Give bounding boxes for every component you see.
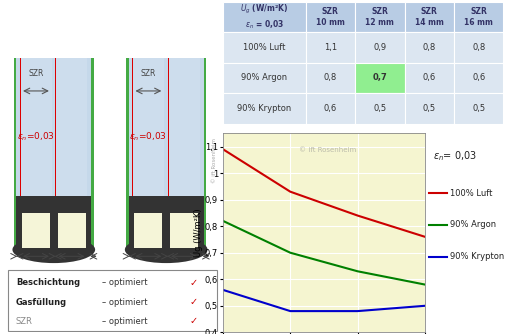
Text: 1,1: 1,1 bbox=[323, 43, 336, 52]
Text: – optimiert: – optimiert bbox=[102, 278, 147, 287]
Text: SZR: SZR bbox=[16, 317, 32, 326]
Text: 0,8: 0,8 bbox=[471, 43, 484, 52]
Bar bbox=[52, 58, 56, 250]
Bar bbox=[404, 63, 453, 93]
Bar bbox=[58, 213, 85, 248]
Bar bbox=[91, 58, 94, 250]
Bar bbox=[453, 93, 502, 124]
Bar bbox=[132, 58, 164, 250]
Text: – optimiert: – optimiert bbox=[102, 298, 147, 307]
Text: 0,6: 0,6 bbox=[471, 73, 484, 82]
Bar bbox=[354, 2, 404, 32]
Bar bbox=[354, 93, 404, 124]
Text: 4: 4 bbox=[127, 270, 131, 275]
Bar bbox=[305, 32, 354, 63]
Bar bbox=[404, 32, 453, 63]
Text: – optimiert: – optimiert bbox=[102, 317, 147, 326]
Text: SZR: SZR bbox=[28, 69, 43, 78]
FancyBboxPatch shape bbox=[8, 270, 217, 331]
Bar bbox=[126, 58, 128, 250]
Bar bbox=[354, 32, 404, 63]
Text: Beschichtung: Beschichtung bbox=[16, 278, 80, 287]
Bar bbox=[404, 2, 453, 32]
Text: SZR
12 mm: SZR 12 mm bbox=[365, 7, 393, 27]
Bar bbox=[22, 213, 50, 248]
Text: 0,5: 0,5 bbox=[422, 104, 435, 113]
Bar bbox=[134, 213, 162, 248]
Text: $\varepsilon_n$= 0,03: $\varepsilon_n$= 0,03 bbox=[432, 149, 476, 163]
Text: 90% Krypton: 90% Krypton bbox=[449, 252, 503, 261]
Text: © ift Rosenheim: © ift Rosenheim bbox=[212, 138, 217, 183]
Text: 100% Luft: 100% Luft bbox=[243, 43, 285, 52]
Text: $U_g$ (W/m²K)
$\varepsilon_n$ = 0,03: $U_g$ (W/m²K) $\varepsilon_n$ = 0,03 bbox=[239, 3, 288, 31]
Text: $\varepsilon_n$=0,03: $\varepsilon_n$=0,03 bbox=[17, 131, 55, 144]
Bar bbox=[453, 2, 502, 32]
Bar bbox=[20, 58, 52, 250]
Text: 0,9: 0,9 bbox=[373, 43, 385, 52]
Bar bbox=[170, 213, 197, 248]
Ellipse shape bbox=[125, 236, 207, 263]
Bar bbox=[128, 58, 132, 250]
Y-axis label: Ug (W/m²K): Ug (W/m²K) bbox=[194, 208, 203, 257]
Text: 90% Argon: 90% Argon bbox=[449, 220, 495, 229]
Ellipse shape bbox=[13, 236, 95, 263]
Bar bbox=[204, 58, 206, 250]
Bar bbox=[305, 63, 354, 93]
Text: 4: 4 bbox=[164, 270, 168, 275]
Bar bbox=[87, 58, 91, 250]
Bar bbox=[223, 63, 305, 93]
Text: $\varepsilon_n$=0,03: $\varepsilon_n$=0,03 bbox=[129, 131, 167, 144]
Text: 10 - 16: 10 - 16 bbox=[25, 270, 47, 275]
Text: 10 - 16: 10 - 16 bbox=[137, 270, 159, 275]
Bar bbox=[16, 58, 20, 250]
Bar bbox=[16, 196, 91, 250]
Text: 10 - 16: 10 - 16 bbox=[173, 270, 194, 275]
Text: ✓: ✓ bbox=[189, 278, 197, 288]
Text: 4: 4 bbox=[204, 270, 208, 275]
Bar bbox=[128, 196, 204, 250]
Text: 100% Luft: 100% Luft bbox=[449, 188, 491, 197]
Text: 0,5: 0,5 bbox=[471, 104, 484, 113]
Text: 90% Argon: 90% Argon bbox=[241, 73, 287, 82]
Text: SZR
14 mm: SZR 14 mm bbox=[414, 7, 443, 27]
Bar bbox=[453, 63, 502, 93]
Text: © ift Rosenheim: © ift Rosenheim bbox=[299, 147, 356, 153]
Text: SZR
16 mm: SZR 16 mm bbox=[463, 7, 492, 27]
Bar bbox=[14, 58, 16, 250]
Text: ✓: ✓ bbox=[189, 297, 197, 307]
Text: 0,8: 0,8 bbox=[323, 73, 336, 82]
Bar bbox=[168, 58, 199, 250]
Bar bbox=[223, 93, 305, 124]
Bar bbox=[164, 58, 168, 250]
Text: 0,6: 0,6 bbox=[422, 73, 435, 82]
Text: 0,7: 0,7 bbox=[372, 73, 386, 82]
Text: 0,6: 0,6 bbox=[323, 104, 336, 113]
Bar bbox=[354, 63, 404, 93]
Bar bbox=[305, 2, 354, 32]
Text: 4: 4 bbox=[91, 270, 95, 275]
Bar bbox=[20, 58, 21, 250]
Bar bbox=[55, 58, 56, 250]
Text: Gasfüllung: Gasfüllung bbox=[16, 298, 67, 307]
Bar bbox=[223, 2, 305, 32]
Text: SZR: SZR bbox=[140, 69, 156, 78]
Text: ✓: ✓ bbox=[189, 316, 197, 326]
Bar bbox=[167, 58, 168, 250]
Text: 10 - 16: 10 - 16 bbox=[61, 270, 82, 275]
Text: SZR
10 mm: SZR 10 mm bbox=[315, 7, 344, 27]
Bar bbox=[404, 93, 453, 124]
Text: 90% Krypton: 90% Krypton bbox=[237, 104, 291, 113]
Bar bbox=[305, 93, 354, 124]
Text: 4: 4 bbox=[52, 270, 56, 275]
Text: 0,5: 0,5 bbox=[373, 104, 385, 113]
Bar bbox=[199, 58, 204, 250]
Bar bbox=[132, 58, 133, 250]
Text: 4: 4 bbox=[15, 270, 19, 275]
Bar bbox=[223, 32, 305, 63]
Text: 0,8: 0,8 bbox=[422, 43, 435, 52]
Bar bbox=[453, 32, 502, 63]
Bar bbox=[56, 58, 87, 250]
